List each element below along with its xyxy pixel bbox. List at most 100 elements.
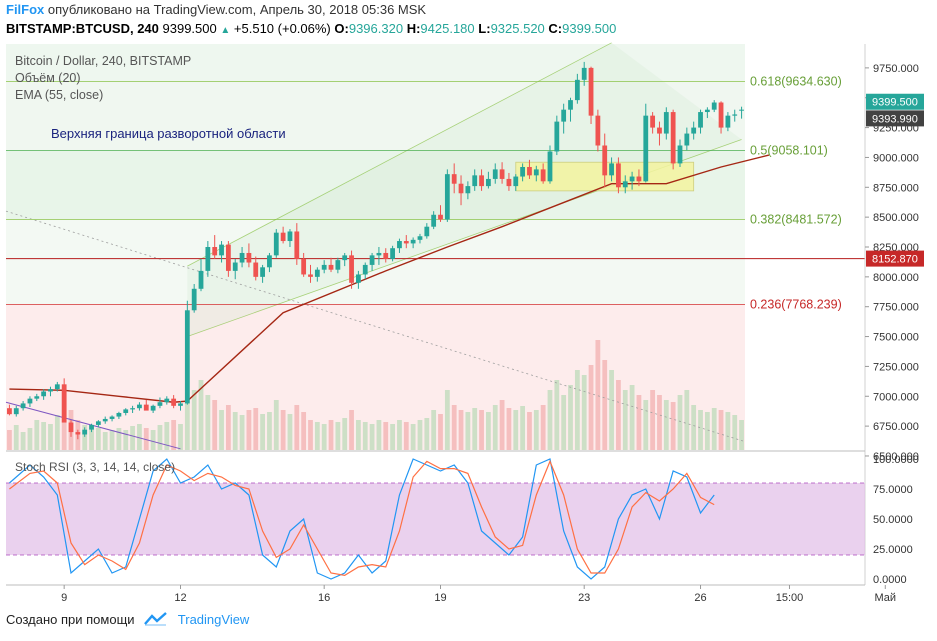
candle bbox=[287, 229, 293, 247]
candle bbox=[137, 402, 142, 411]
candle-body bbox=[424, 226, 430, 237]
dotted-trendline bbox=[5, 210, 746, 443]
volume-bar bbox=[643, 400, 649, 450]
volume-bar bbox=[486, 412, 491, 450]
stoch-tick-label: 100.0000 bbox=[873, 454, 919, 466]
candle bbox=[191, 284, 197, 313]
candle bbox=[438, 205, 443, 222]
volume-bar bbox=[602, 360, 608, 450]
close-value: 9399.500 bbox=[562, 21, 617, 36]
fib-level-label: 0.5(9058.101) bbox=[750, 144, 828, 158]
last-price: 9399.500 bbox=[162, 21, 217, 36]
footer-brand-link[interactable]: TradingView bbox=[177, 612, 250, 627]
candle bbox=[328, 257, 334, 273]
candle bbox=[267, 252, 272, 273]
volume-bar bbox=[137, 424, 142, 450]
volume-bar bbox=[622, 390, 628, 450]
volume-bar bbox=[424, 418, 430, 450]
candle bbox=[704, 107, 710, 119]
volume-bar bbox=[349, 410, 354, 450]
candle-body bbox=[670, 112, 676, 164]
volume-bar bbox=[171, 420, 177, 450]
candle-body bbox=[540, 169, 546, 182]
author-name[interactable]: FilFox bbox=[6, 2, 45, 17]
candle bbox=[150, 404, 156, 413]
volume-bar bbox=[246, 410, 252, 450]
candle-body bbox=[616, 163, 621, 188]
volume-bar bbox=[691, 405, 697, 450]
candle bbox=[739, 106, 744, 119]
candle bbox=[61, 378, 67, 423]
candle-body bbox=[123, 409, 129, 413]
candle-body bbox=[212, 247, 218, 256]
candle-body bbox=[342, 255, 348, 261]
candle-body bbox=[403, 241, 409, 244]
candle bbox=[184, 300, 190, 405]
candle bbox=[342, 252, 348, 267]
candle-body bbox=[48, 389, 53, 392]
candle bbox=[390, 245, 396, 262]
candle bbox=[698, 109, 703, 134]
candle bbox=[650, 112, 656, 134]
candle-body bbox=[554, 121, 560, 152]
volume-bar bbox=[314, 422, 320, 450]
volume-bar bbox=[684, 390, 690, 450]
annotation-text: Верхняя граница разворотной области bbox=[51, 126, 286, 141]
candle bbox=[212, 235, 218, 259]
candle bbox=[540, 163, 546, 184]
volume-bar bbox=[260, 414, 265, 450]
volume-bar bbox=[123, 430, 129, 450]
candle-body bbox=[82, 429, 88, 435]
time-tick-label: 9 bbox=[61, 592, 67, 603]
candle bbox=[547, 145, 553, 184]
candle-body bbox=[260, 267, 265, 277]
candle bbox=[636, 169, 642, 187]
candle bbox=[424, 223, 430, 239]
high-label: H: bbox=[406, 21, 421, 36]
candle-body bbox=[7, 408, 12, 415]
volume-bar bbox=[629, 385, 635, 450]
volume-bar bbox=[89, 430, 94, 450]
volume-bar bbox=[301, 412, 307, 450]
candle bbox=[253, 256, 259, 281]
candle-body bbox=[362, 264, 368, 275]
candle bbox=[581, 61, 587, 86]
candle bbox=[609, 157, 614, 182]
candle bbox=[48, 386, 53, 397]
volume-bar bbox=[561, 395, 567, 450]
volume-bar bbox=[403, 422, 409, 450]
fib-zone bbox=[6, 219, 745, 305]
candle bbox=[321, 260, 327, 274]
volume-bar bbox=[219, 410, 224, 450]
volume-bar bbox=[164, 422, 170, 450]
candle-body bbox=[698, 112, 703, 128]
volume-bar bbox=[116, 428, 122, 450]
candle bbox=[294, 223, 300, 265]
candle-body bbox=[41, 391, 47, 397]
candle bbox=[239, 247, 245, 268]
candle bbox=[109, 415, 115, 422]
candle-body bbox=[335, 260, 341, 270]
volume-bar bbox=[554, 380, 560, 450]
volume-bar bbox=[355, 420, 361, 450]
volume-bar bbox=[54, 415, 60, 450]
volume-bar bbox=[444, 390, 450, 450]
candle-body bbox=[629, 176, 635, 182]
candle bbox=[410, 237, 416, 249]
time-tick-label: 16 bbox=[318, 592, 330, 603]
chart-area[interactable]: 9750.0009500.0009250.0009000.0008750.000… bbox=[0, 40, 937, 603]
candle-body bbox=[27, 398, 33, 404]
time-tick-label: 15:00 bbox=[776, 592, 804, 603]
volume-bar bbox=[178, 424, 183, 450]
candle bbox=[95, 420, 101, 428]
volume-bar bbox=[472, 408, 478, 450]
volume-bar bbox=[48, 424, 53, 450]
volume-bar bbox=[294, 405, 300, 450]
candle-body bbox=[677, 145, 683, 164]
volume-bar bbox=[267, 412, 272, 450]
volume-bar bbox=[616, 380, 621, 450]
volume-bar bbox=[34, 420, 40, 450]
candle-body bbox=[609, 163, 614, 176]
candle-body bbox=[486, 178, 491, 187]
candle-body bbox=[547, 151, 553, 182]
